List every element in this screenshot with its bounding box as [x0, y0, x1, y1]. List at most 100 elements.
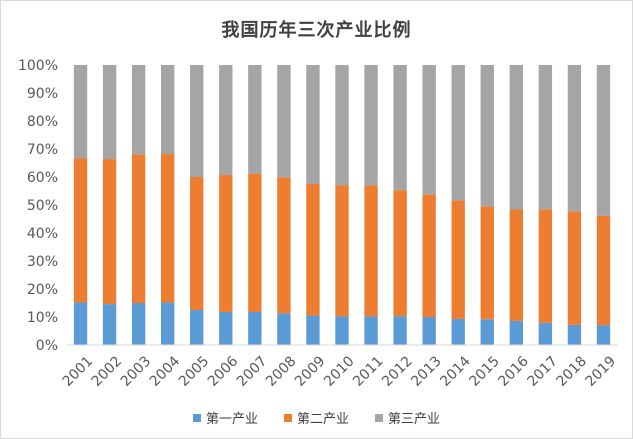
legend-item-1: 第一产业	[192, 408, 258, 427]
bar-segment-2005-series-1	[190, 310, 204, 345]
x-tick-label: 2003	[118, 353, 155, 390]
legend-label-3: 第三产业	[388, 412, 441, 427]
bar-segment-2015-series-2	[480, 206, 494, 320]
bar-segment-2006-series-3	[219, 65, 233, 176]
bar-segment-2011-series-1	[364, 316, 378, 345]
bar-segment-2006-series-1	[219, 311, 233, 345]
bar-segment-2014-series-3	[451, 65, 465, 201]
bar-segment-2019-series-2	[596, 215, 611, 326]
bar-segment-2004-series-1	[161, 302, 175, 345]
bar-segment-2012-series-2	[393, 190, 407, 317]
x-tick-label: 2012	[379, 353, 416, 390]
bar-segment-2016-series-1	[509, 320, 523, 345]
bar-segment-2015-series-3	[480, 65, 494, 207]
bar-segment-2010-series-3	[335, 65, 349, 186]
y-axis-ticks: 0% 10% 20% 30% 40% 50% 60% 70% 80% 90% 100%	[18, 58, 58, 354]
bar-segment-2014-series-2	[451, 200, 465, 319]
y-tick-label: 60%	[27, 170, 58, 186]
bar-segment-2002-series-1	[102, 304, 117, 345]
bar-segment-2005-series-2	[190, 177, 204, 310]
legend-label-2: 第二产业	[296, 412, 349, 427]
bar-segment-2014-series-1	[451, 318, 465, 345]
bar-segment-2016-series-2	[509, 209, 523, 321]
y-tick-label: 100%	[18, 58, 58, 74]
chart-marks	[66, 65, 618, 346]
x-tick-label: 2015	[466, 353, 503, 390]
legend-item-3: 第三产业	[375, 408, 440, 427]
bar-segment-2012-series-3	[393, 65, 407, 191]
bar-segment-2017-series-1	[538, 322, 553, 345]
bar-segment-2009-series-1	[306, 315, 320, 345]
y-tick-label: 20%	[27, 282, 58, 298]
bar-segment-2013-series-1	[422, 317, 436, 345]
x-tick-label: 2016	[495, 353, 532, 390]
x-tick-label: 2007	[234, 353, 271, 390]
bar-segment-2011-series-3	[364, 65, 378, 186]
bar-segment-2003-series-2	[131, 154, 146, 303]
y-tick-label: 70%	[27, 142, 58, 158]
bar-segment-2007-series-2	[248, 173, 262, 312]
bar-segment-2001-series-3	[73, 65, 88, 159]
y-tick-label: 0%	[36, 338, 58, 354]
bar-segment-2019-series-3	[596, 65, 611, 216]
bar-segment-2011-series-2	[364, 185, 378, 317]
legend: 第一产业 第二产业 第三产业	[0, 408, 633, 427]
legend-swatch-2	[283, 413, 292, 422]
x-tick-label: 2002	[89, 353, 126, 390]
bar-segment-2010-series-1	[335, 316, 349, 345]
x-tick-label: 2018	[554, 353, 591, 390]
bar-segment-2013-series-3	[422, 65, 436, 195]
y-tick-label: 50%	[27, 198, 58, 214]
bar-segment-2018-series-3	[567, 65, 582, 212]
x-tick-label: 2004	[147, 353, 184, 390]
bar-segment-2006-series-2	[219, 175, 233, 312]
x-tick-label: 2009	[292, 353, 329, 390]
bar-segment-2009-series-3	[306, 65, 320, 184]
x-tick-label: 2005	[176, 353, 213, 390]
bar-segment-2004-series-3	[161, 65, 175, 155]
bar-segment-2003-series-1	[131, 303, 146, 345]
y-tick-label: 90%	[27, 86, 58, 102]
x-tick-label: 2001	[60, 353, 97, 390]
y-tick-label: 80%	[27, 114, 58, 130]
x-tick-label: 2011	[350, 353, 387, 390]
bar-segment-2017-series-3	[538, 65, 553, 210]
chart-title: 我国历年三次产业比例	[221, 20, 412, 41]
bar-segment-2002-series-3	[102, 65, 117, 160]
bar-segment-2017-series-2	[538, 209, 553, 323]
x-tick-label: 2013	[408, 353, 445, 390]
bar-segment-2015-series-1	[480, 319, 494, 345]
x-tick-label: 2019	[583, 353, 620, 390]
bar-segment-2012-series-1	[393, 316, 407, 345]
bar-segment-2003-series-3	[131, 65, 146, 155]
bar-segment-2004-series-2	[161, 154, 175, 303]
bar-segment-2019-series-1	[596, 325, 611, 345]
bar-segment-2005-series-3	[190, 65, 204, 177]
legend-item-2: 第二产业	[283, 408, 349, 427]
x-tick-label: 2014	[437, 353, 474, 390]
bar-segment-2001-series-1	[73, 302, 88, 345]
y-tick-label: 10%	[27, 310, 58, 326]
bar-segment-2002-series-2	[102, 159, 117, 305]
bar-segment-2008-series-2	[277, 177, 291, 314]
legend-swatch-1	[192, 413, 201, 422]
x-tick-label: 2008	[263, 353, 300, 390]
bar-segment-2007-series-3	[248, 65, 262, 174]
x-tick-label: 2010	[321, 353, 358, 390]
y-tick-label: 40%	[27, 226, 58, 242]
bar-segment-2018-series-2	[567, 211, 582, 325]
bar-segment-2007-series-1	[248, 311, 262, 345]
x-tick-label: 2017	[524, 353, 561, 390]
bar-segment-2018-series-1	[567, 324, 582, 345]
bar-segment-2008-series-3	[277, 65, 291, 178]
bar-segment-2001-series-2	[73, 158, 88, 303]
bar-segment-2010-series-2	[335, 185, 349, 317]
legend-label-1: 第一产业	[205, 412, 258, 427]
bar-segment-2009-series-2	[306, 184, 320, 316]
y-tick-label: 30%	[27, 254, 58, 270]
bar-segment-2016-series-3	[509, 65, 523, 210]
bar-segment-2008-series-1	[277, 313, 291, 345]
x-axis-ticks: 2001200220032004200520062007200820092010…	[60, 353, 619, 390]
legend-swatch-3	[375, 413, 383, 422]
